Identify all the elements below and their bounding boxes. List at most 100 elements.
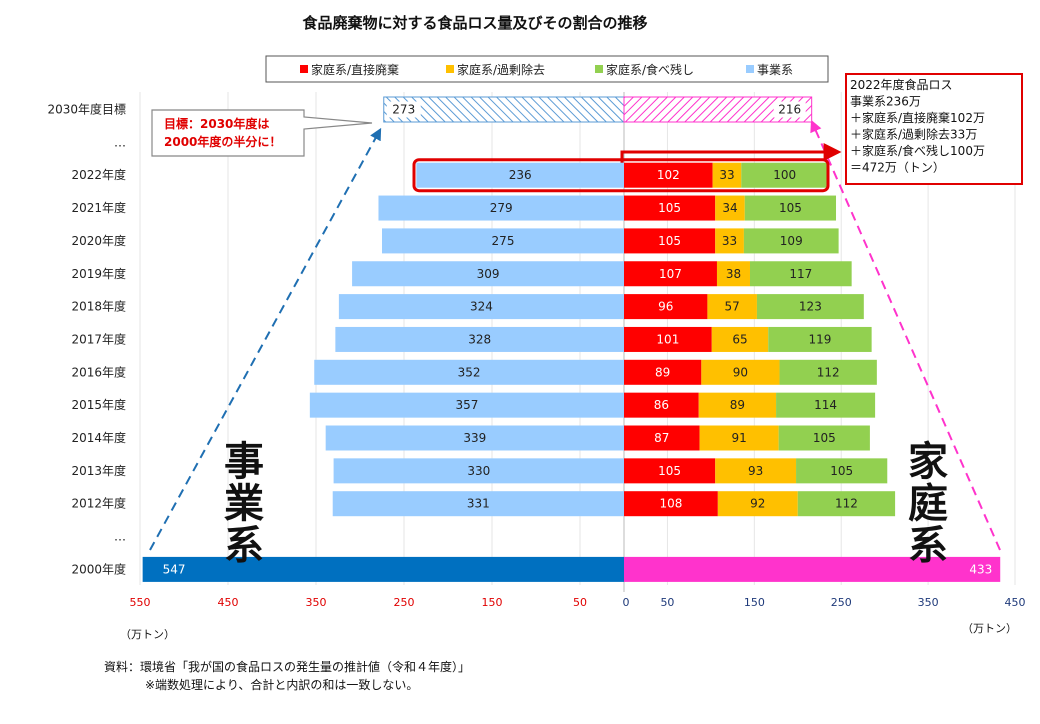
bar-leftover-6 bbox=[756, 294, 864, 320]
y-label-13: … bbox=[114, 530, 126, 544]
bar-business-4 bbox=[382, 228, 624, 254]
chart-title: 食品廃棄物に対する食品ロス量及びその割合の推移 bbox=[302, 14, 647, 32]
callout-bubble bbox=[151, 109, 373, 157]
legend-label-1: 家庭系/過剰除去 bbox=[457, 62, 545, 77]
value-label-business-7: 328 bbox=[468, 332, 491, 346]
value-label-excess-3: 34 bbox=[722, 201, 737, 215]
value-label-business-3: 279 bbox=[490, 201, 513, 215]
value-label-household-2000: 433 bbox=[969, 562, 992, 576]
bar-business-3 bbox=[378, 195, 624, 221]
bar-leftover-7 bbox=[768, 326, 872, 352]
bar-excess-12 bbox=[717, 491, 798, 517]
value-label-excess-7: 65 bbox=[732, 332, 747, 346]
value-label-direct-11: 105 bbox=[658, 464, 681, 478]
value-label-direct-5: 107 bbox=[659, 267, 682, 281]
summary-frame bbox=[845, 73, 1023, 185]
value-label-direct-4: 105 bbox=[658, 234, 681, 248]
bar-leftover-2 bbox=[741, 162, 829, 188]
value-label-excess-11: 93 bbox=[748, 464, 763, 478]
legend-swatch-3 bbox=[746, 65, 754, 73]
callout-line2: 2000年度の半分に！ bbox=[164, 134, 281, 149]
x-tick-right-5: 450 bbox=[1005, 596, 1026, 609]
value-label-excess-9: 89 bbox=[730, 398, 745, 412]
bar-business-7 bbox=[335, 326, 624, 352]
bar-excess-9 bbox=[698, 392, 777, 418]
callout: 目標：2030年度は 2000年度の半分に！ bbox=[151, 109, 373, 157]
side-char-1-1: 庭 bbox=[908, 481, 948, 527]
source-line1: 資料：環境省「我が国の食品ロスの発生量の推計値（令和４年度）」 bbox=[104, 659, 470, 674]
source-line2: ※端数処理により、合計と内訳の和は一致しない。 bbox=[145, 677, 418, 692]
value-label-leftover-8: 112 bbox=[817, 365, 840, 379]
value-label-business-6: 324 bbox=[470, 300, 493, 314]
summary-line-0: 2022年度食品ロス bbox=[850, 77, 953, 92]
target-guide-right bbox=[810, 119, 1001, 551]
side-char-0-2: 系 bbox=[224, 523, 264, 569]
value-label-excess-4: 33 bbox=[722, 234, 737, 248]
bar-excess-11 bbox=[715, 458, 797, 484]
legend-swatch-0 bbox=[300, 65, 308, 73]
legend-frame bbox=[265, 55, 829, 83]
value-label-direct-9: 86 bbox=[654, 398, 669, 412]
bar-leftover-5 bbox=[749, 261, 852, 287]
bar-business-2 bbox=[416, 162, 624, 188]
value-label-business-5: 309 bbox=[477, 267, 500, 281]
value-label-excess-8: 90 bbox=[733, 365, 748, 379]
bar-business-9 bbox=[309, 392, 624, 418]
value-label-leftover-5: 117 bbox=[789, 267, 812, 281]
bar-direct-4 bbox=[624, 228, 716, 254]
bar-business-12 bbox=[332, 491, 624, 517]
legend-swatch-2 bbox=[595, 65, 603, 73]
highlight-2022 bbox=[412, 158, 830, 193]
value-label-business-10: 339 bbox=[463, 431, 486, 445]
value-label-excess-10: 91 bbox=[731, 431, 746, 445]
y-label-14: 2000年度 bbox=[71, 561, 126, 576]
value-label-leftover-10: 105 bbox=[813, 431, 836, 445]
value-label-business-4: 275 bbox=[492, 234, 515, 248]
side-label-business: 事業系 bbox=[224, 439, 264, 569]
bar-direct-3 bbox=[624, 195, 716, 221]
bar-business-10 bbox=[325, 425, 624, 451]
x-tick-left-2: 350 bbox=[306, 596, 327, 609]
bar-excess-2 bbox=[712, 162, 742, 188]
y-label-11: 2013年度 bbox=[71, 463, 126, 478]
x-unit-right: （万トン） bbox=[962, 622, 1017, 635]
bar-leftover-4 bbox=[743, 228, 839, 254]
x-tick-left-4: 150 bbox=[482, 596, 503, 609]
bar-leftover-12 bbox=[797, 491, 896, 517]
summary-line-3: ＋家庭系/過剰除去33万 bbox=[850, 127, 977, 142]
side-char-0-0: 事 bbox=[224, 439, 264, 485]
value-label-business-2000: 547 bbox=[163, 562, 186, 576]
y-label-6: 2018年度 bbox=[71, 299, 126, 314]
value-label-excess-12: 92 bbox=[750, 497, 765, 511]
value-label-excess-6: 57 bbox=[725, 300, 740, 314]
bar-direct-7 bbox=[624, 326, 712, 352]
y-label-2: 2022年度 bbox=[71, 167, 126, 182]
x-tick-left-1: 450 bbox=[218, 596, 239, 609]
legend-label-2: 家庭系/食べ残し bbox=[606, 62, 694, 77]
bar-direct-5 bbox=[624, 261, 717, 287]
bar-direct-12 bbox=[624, 491, 718, 517]
y-label-4: 2020年度 bbox=[71, 233, 126, 248]
value-label-direct-6: 96 bbox=[658, 300, 673, 314]
bar-business-8 bbox=[314, 359, 624, 385]
value-label-excess-5: 38 bbox=[726, 267, 741, 281]
bar-excess-3 bbox=[715, 195, 745, 221]
value-label-direct-7: 101 bbox=[656, 332, 679, 346]
bar-household-2000 bbox=[624, 556, 1001, 582]
bar-excess-7 bbox=[711, 326, 769, 352]
value-label-direct-8: 89 bbox=[655, 365, 670, 379]
summary-line-1: 事業系236万 bbox=[850, 95, 921, 109]
summary-line-4: ＋家庭系/食べ残し100万 bbox=[850, 143, 985, 158]
bar-business-6 bbox=[338, 294, 624, 320]
y-label-9: 2015年度 bbox=[71, 397, 126, 412]
bar-leftover-8 bbox=[779, 359, 877, 385]
bar-excess-10 bbox=[699, 425, 779, 451]
value-label-direct-2: 102 bbox=[657, 168, 680, 182]
x-tick-left-5: 50 bbox=[573, 596, 587, 609]
value-label-leftover-4: 109 bbox=[780, 234, 803, 248]
x-tick-left-0: 550 bbox=[130, 596, 151, 609]
bar-leftover-3 bbox=[744, 195, 837, 221]
